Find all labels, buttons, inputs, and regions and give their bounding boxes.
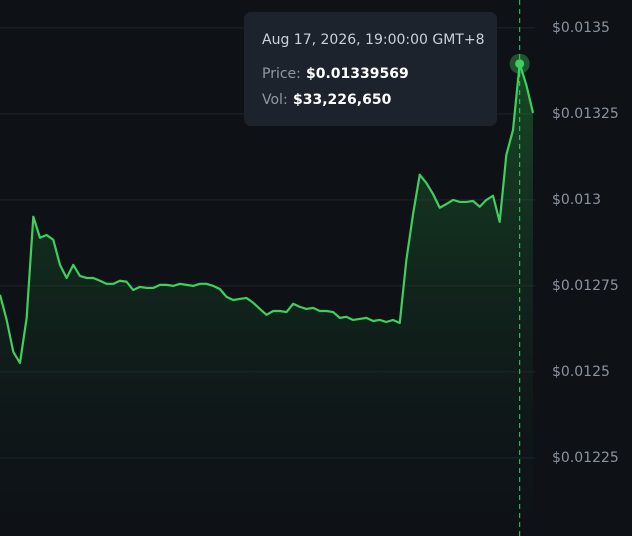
y-tick-label: $0.01225: [552, 450, 619, 466]
tooltip-box: [244, 12, 497, 126]
tooltip-price: $0.01339569: [306, 66, 409, 82]
y-tick-label: $0.01275: [552, 278, 619, 294]
tooltip-vol: $33,226,650: [293, 92, 392, 108]
tooltip-price-label: Price:: [262, 66, 301, 82]
y-tick-label: $0.0135: [552, 20, 610, 36]
hover-point: [515, 59, 525, 69]
tooltip: Aug 17, 2026, 19:00:00 GMT+8 Price: $0.0…: [244, 12, 497, 126]
y-tick-label: $0.013: [552, 192, 601, 208]
area: [0, 63, 533, 536]
y-tick-label: $0.0125: [552, 364, 610, 380]
tooltip-date: Aug 17, 2026, 19:00:00 GMT+8: [262, 32, 484, 48]
price-line: [0, 62, 535, 365]
tooltip-vol-label: Vol:: [262, 92, 288, 108]
y-tick-label: $0.01325: [552, 106, 619, 122]
